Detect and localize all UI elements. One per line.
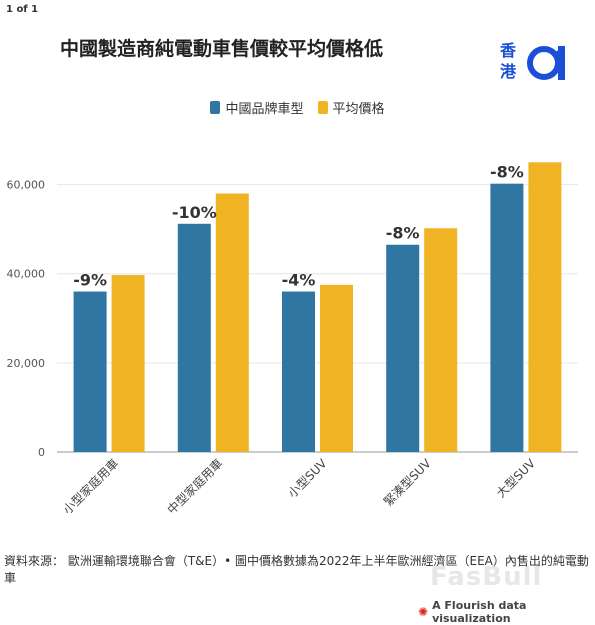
legend-item-chinese-brand[interactable]: 中國品牌車型 (210, 98, 304, 117)
x-tick-label: 中型家庭用車 (164, 456, 226, 518)
bar-average-price[interactable] (215, 193, 249, 452)
bar-average-price[interactable] (424, 228, 458, 452)
legend-label-chinese-brand: 中國品牌車型 (225, 102, 304, 117)
chart-title: 中國製造商純電動車售價較平均價格低 (60, 38, 384, 60)
watermark: FasBull (430, 562, 543, 592)
flourish-credit-text: A Flourish data visualization (432, 599, 527, 625)
x-tick-label: 大型SUV (494, 456, 539, 501)
x-tick-label: 緊湊型SUV (381, 456, 434, 509)
logo-01-mark-icon (527, 46, 565, 80)
logo-hk-text: 香港 (500, 41, 517, 81)
bar-average-price[interactable] (528, 162, 562, 453)
bar-annotation: -8% (490, 163, 524, 182)
bar-annotation: -10% (172, 203, 217, 222)
x-tick-label: 小型SUV (285, 456, 330, 501)
legend-label-average-price: 平均價格 (332, 102, 385, 117)
legend-swatch-chinese-brand (210, 101, 221, 114)
bar-annotation: -9% (73, 271, 107, 290)
page-indicator: 1 of 1 (6, 4, 39, 15)
bar-average-price[interactable] (111, 275, 145, 452)
source-note: 資料來源： 歐洲運輸環境聯合會（T&E）• 圖中價格數據為2022年上半年歐洲經… (4, 554, 589, 585)
bar-chart: 0 20,000 40,000 60,000 -9% 小型家庭用車 -10% 中型家庭用車 -4… (7, 162, 578, 518)
flourish-credit[interactable]: ✺ A Flourish data visualization (418, 599, 595, 625)
legend-item-average-price[interactable]: 平均價格 (317, 98, 385, 117)
bar-chinese-brand[interactable] (73, 291, 107, 452)
bar-annotation: -4% (282, 271, 316, 290)
flourish-logo-icon: ✺ (418, 605, 429, 619)
bar-chinese-brand[interactable] (177, 223, 211, 452)
y-tick-label: 20,000 (7, 357, 46, 370)
y-tick-label: 60,000 (7, 179, 46, 192)
bar-chinese-brand[interactable] (490, 183, 524, 452)
bar-chinese-brand[interactable] (386, 244, 420, 452)
bar-average-price[interactable] (320, 284, 353, 452)
x-tick-label: 小型家庭用車 (60, 456, 122, 518)
legend-swatch-average-price (317, 101, 328, 114)
bar-annotation: -8% (386, 224, 420, 243)
hk01-logo[interactable]: 香港 (500, 40, 570, 88)
bar-chinese-brand[interactable] (282, 291, 315, 452)
y-tick-label: 0 (38, 446, 45, 459)
chart-legend: 中國品牌車型 平均價格 (0, 98, 595, 117)
y-tick-label: 40,000 (7, 268, 46, 281)
